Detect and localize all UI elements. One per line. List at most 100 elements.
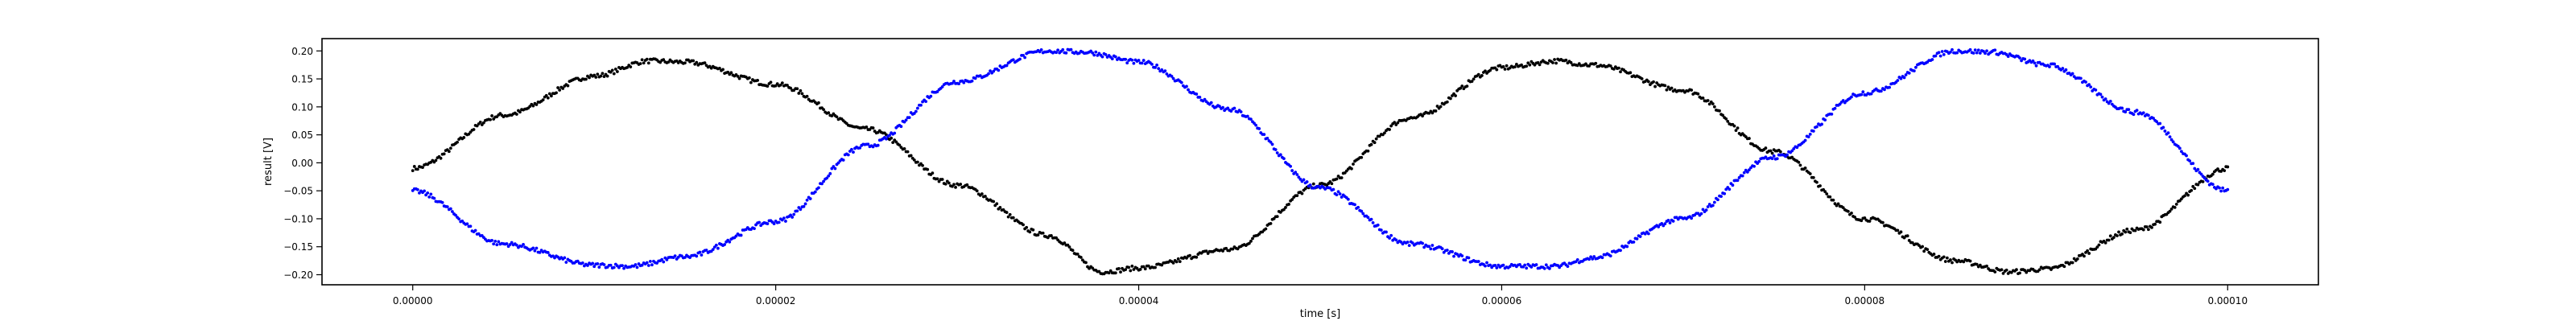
data-point bbox=[473, 228, 477, 232]
data-point bbox=[1632, 241, 1636, 244]
data-point bbox=[1195, 93, 1199, 96]
data-point bbox=[497, 240, 501, 244]
data-point bbox=[799, 208, 803, 212]
data-point bbox=[2086, 249, 2089, 253]
data-point bbox=[1449, 97, 1452, 101]
data-point bbox=[1185, 84, 1188, 88]
data-point bbox=[1719, 195, 1723, 199]
data-point bbox=[997, 68, 1001, 72]
data-point bbox=[1711, 102, 1715, 105]
data-point bbox=[1815, 180, 1818, 184]
data-point bbox=[2127, 108, 2131, 112]
data-point bbox=[1841, 99, 1845, 102]
data-point bbox=[1808, 172, 1812, 175]
data-point bbox=[591, 261, 595, 265]
data-point bbox=[1968, 259, 1972, 263]
data-point bbox=[700, 253, 704, 257]
data-point bbox=[1608, 254, 1612, 258]
data-point bbox=[1022, 223, 1025, 227]
data-point bbox=[445, 205, 449, 208]
data-point bbox=[1008, 212, 1012, 216]
data-point bbox=[1472, 77, 1476, 81]
data-point bbox=[1113, 55, 1117, 59]
data-point bbox=[777, 220, 781, 224]
data-point bbox=[1290, 198, 1294, 201]
data-point bbox=[766, 84, 770, 88]
data-point bbox=[1594, 61, 1598, 65]
data-point bbox=[2116, 234, 2119, 237]
data-point bbox=[1731, 183, 1735, 187]
data-point bbox=[1861, 90, 1865, 94]
data-point bbox=[1638, 235, 1642, 238]
data-point bbox=[2190, 188, 2194, 192]
data-point bbox=[1985, 49, 1988, 53]
data-point bbox=[1525, 64, 1529, 68]
data-point bbox=[1934, 54, 1938, 58]
data-point bbox=[1495, 266, 1499, 269]
data-point bbox=[1921, 245, 1925, 249]
data-point bbox=[1146, 264, 1150, 268]
data-point bbox=[2064, 68, 2068, 72]
data-point bbox=[1141, 265, 1146, 269]
data-point bbox=[1811, 130, 1815, 133]
series-0 bbox=[411, 57, 2230, 276]
data-point bbox=[1140, 61, 1144, 65]
data-point bbox=[1493, 263, 1497, 267]
data-point bbox=[891, 141, 895, 145]
data-point bbox=[1407, 244, 1411, 247]
data-point bbox=[518, 110, 522, 114]
data-point bbox=[1513, 65, 1517, 69]
data-point bbox=[1055, 236, 1058, 240]
data-point bbox=[625, 65, 630, 69]
data-point bbox=[1860, 219, 1864, 223]
data-point bbox=[951, 184, 954, 188]
data-point bbox=[1841, 206, 1845, 210]
data-point bbox=[495, 243, 499, 247]
data-point bbox=[1488, 68, 1492, 72]
data-point bbox=[1554, 61, 1558, 65]
data-point bbox=[1374, 137, 1378, 141]
data-point bbox=[937, 179, 941, 183]
data-point bbox=[1209, 101, 1213, 105]
data-point bbox=[645, 261, 649, 265]
data-point bbox=[1671, 220, 1675, 223]
data-point bbox=[1566, 265, 1570, 269]
data-point bbox=[1831, 198, 1835, 202]
data-point bbox=[1383, 131, 1386, 135]
data-point bbox=[2171, 140, 2175, 144]
data-point bbox=[898, 143, 902, 147]
data-point bbox=[1463, 258, 1468, 262]
data-point bbox=[586, 264, 589, 267]
data-point bbox=[2083, 254, 2086, 258]
data-point bbox=[546, 251, 550, 254]
data-point bbox=[1204, 249, 1208, 253]
data-point bbox=[612, 265, 616, 269]
data-point bbox=[2219, 189, 2223, 193]
data-point bbox=[2185, 154, 2188, 158]
data-point bbox=[662, 58, 666, 62]
y-tick-label: 0.15 bbox=[291, 74, 313, 85]
data-point bbox=[1203, 97, 1207, 101]
data-point bbox=[2125, 227, 2129, 231]
data-point bbox=[1295, 194, 1299, 198]
data-point bbox=[2037, 268, 2041, 272]
data-point bbox=[841, 158, 845, 162]
data-point bbox=[1629, 71, 1633, 75]
data-point bbox=[1501, 65, 1505, 68]
data-point bbox=[782, 216, 786, 220]
data-point bbox=[935, 177, 939, 181]
data-point bbox=[1069, 47, 1073, 51]
y-tick-label: −0.10 bbox=[283, 213, 313, 224]
data-point bbox=[1520, 63, 1523, 67]
data-point bbox=[1740, 174, 1744, 178]
data-point bbox=[555, 91, 558, 95]
data-point bbox=[1050, 234, 1053, 237]
data-point bbox=[718, 66, 721, 70]
data-point bbox=[1434, 109, 1438, 113]
data-point bbox=[566, 84, 570, 88]
data-point bbox=[1564, 58, 1568, 62]
data-point bbox=[2070, 72, 2074, 76]
data-point bbox=[1772, 154, 1776, 158]
data-point bbox=[973, 76, 977, 80]
